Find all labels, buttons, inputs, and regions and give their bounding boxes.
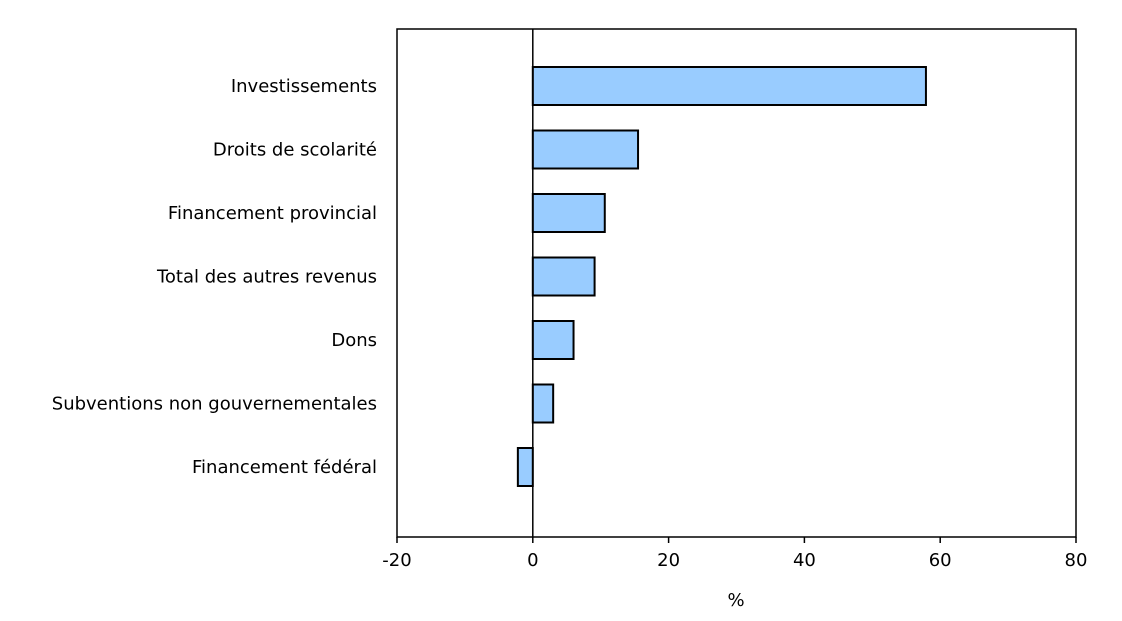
category-label: Droits de scolarité <box>213 140 377 161</box>
plot-frame <box>396 28 1077 538</box>
bar <box>531 193 606 233</box>
bar <box>531 320 575 360</box>
x-tick-label: 60 <box>929 550 952 571</box>
bar <box>531 256 596 297</box>
x-tick-label: 0 <box>527 550 538 571</box>
category-label: Dons <box>331 330 377 351</box>
bar <box>516 447 534 487</box>
x-tick-label: 40 <box>793 550 816 571</box>
bar <box>531 129 640 170</box>
category-label: Financement fédéral <box>192 457 377 478</box>
bar <box>531 383 555 424</box>
category-label: Subventions non gouvernementales <box>52 394 377 415</box>
bar <box>531 66 927 106</box>
x-tick-label: 20 <box>657 550 680 571</box>
x-tick-label: 80 <box>1065 550 1088 571</box>
x-axis-label: % <box>727 590 744 611</box>
category-label: Financement provincial <box>168 203 377 224</box>
x-tick-label: -20 <box>382 550 411 571</box>
category-label: Total des autres revenus <box>156 267 377 288</box>
category-label: Investissements <box>231 76 377 97</box>
